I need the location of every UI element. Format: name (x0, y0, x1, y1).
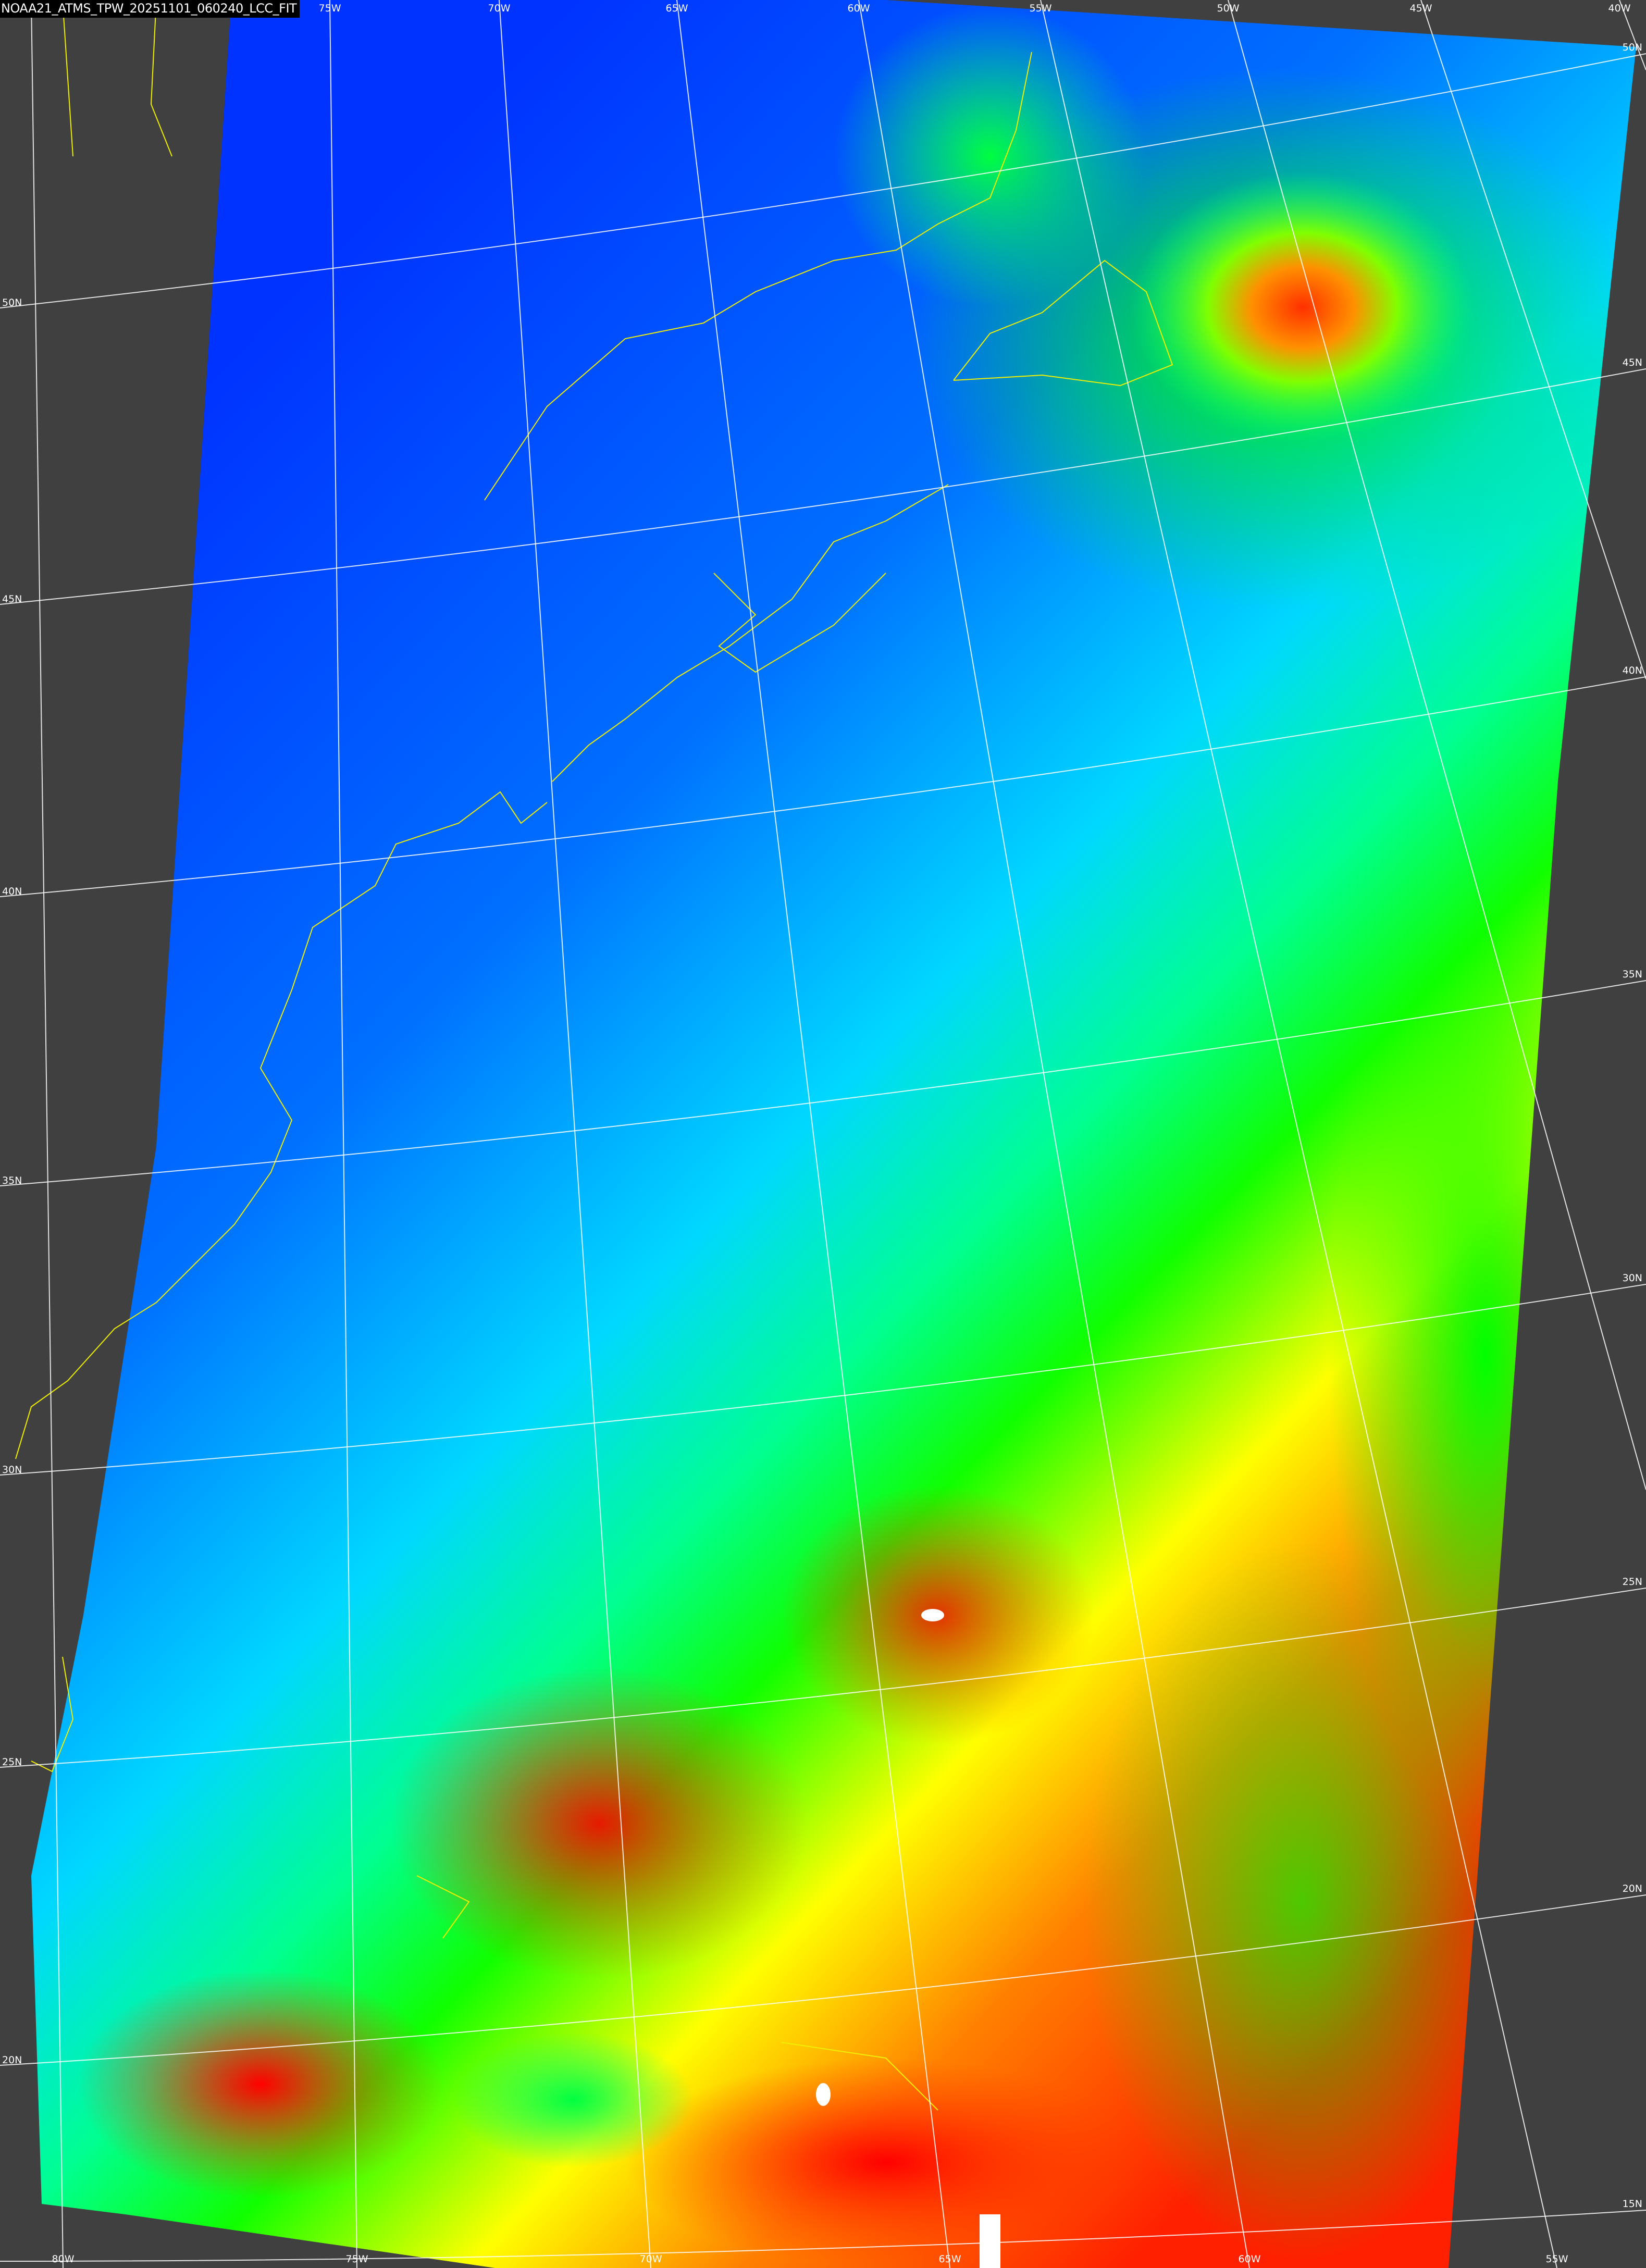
lon-label-top: 75W (319, 3, 341, 14)
meridian-line (676, 0, 950, 2268)
canada-coastline (552, 484, 949, 782)
lat-label-left: 20N (2, 2054, 22, 2066)
nova-scotia-coastline (713, 573, 886, 673)
lon-label-top: 65W (666, 3, 688, 14)
lon-label-top: 55W (1030, 3, 1052, 14)
lon-label-bottom: 65W (939, 2253, 961, 2265)
meridian-line (499, 0, 651, 2268)
lon-label-bottom: 55W (1546, 2253, 1568, 2265)
parallel-line (0, 1588, 1646, 1768)
lon-label-top: 40W (1608, 3, 1631, 14)
lat-label-right: 45N (1623, 357, 1642, 368)
lon-label-top: 70W (488, 3, 511, 14)
meridian-line (1040, 0, 1557, 2268)
lon-label-bottom: 70W (640, 2253, 662, 2265)
parallel-line (0, 980, 1646, 1186)
caribbean-coastline (31, 1656, 938, 2111)
parallel-line (0, 53, 1646, 308)
meridian-line (31, 0, 64, 2268)
northwest-coastline (62, 0, 172, 157)
coastlines (15, 0, 1173, 2111)
lon-label-top: 60W (848, 3, 870, 14)
meridian-line (1420, 0, 1646, 679)
newfoundland-coastline (953, 259, 1173, 387)
lon-label-bottom: 60W (1239, 2253, 1261, 2265)
lat-label-left: 40N (2, 886, 22, 897)
lon-label-top: 50W (1217, 3, 1240, 14)
parallel-line (0, 368, 1646, 605)
meridian-line (1619, 0, 1646, 70)
lon-label-top: 45W (1410, 3, 1432, 14)
lat-label-left: 50N (2, 297, 22, 308)
st-lawrence-coastline (484, 52, 1032, 501)
lat-label-left: 25N (2, 1756, 22, 1768)
lat-label-left: 45N (2, 593, 22, 605)
lat-label-right: 30N (1623, 1272, 1642, 1284)
lat-label-right: 25N (1623, 1576, 1642, 1588)
meridian-line (329, 0, 357, 2268)
meridian-line (1228, 0, 1646, 1490)
parallel-line (0, 1894, 1646, 2066)
parallel-line (0, 2210, 1646, 2262)
lat-label-left: 35N (2, 1175, 22, 1186)
lat-label-right: 35N (1623, 969, 1642, 980)
lat-label-right: 50N (1623, 42, 1642, 53)
lon-label-bottom: 80W (52, 2253, 75, 2265)
lon-label-bottom: 75W (346, 2253, 368, 2265)
lat-label-left: 30N (2, 1464, 22, 1476)
lat-label-right: 40N (1623, 665, 1642, 676)
graticule-labels: 75W 70W 65W 60W 55W 50W 45W 40W 80W 75W 70W 65W 60W 5… (2, 3, 1642, 2265)
meridian-line (858, 0, 1250, 2268)
image-title: NOAA21_ATMS_TPW_20251101_060240_LCC_FIT (0, 0, 300, 18)
parallel-line (0, 1284, 1646, 1476)
parallel-line (0, 676, 1646, 897)
lat-label-right: 20N (1623, 1883, 1642, 1894)
us-east-coastline (15, 791, 548, 1459)
lat-label-right: 15N (1623, 2198, 1642, 2210)
